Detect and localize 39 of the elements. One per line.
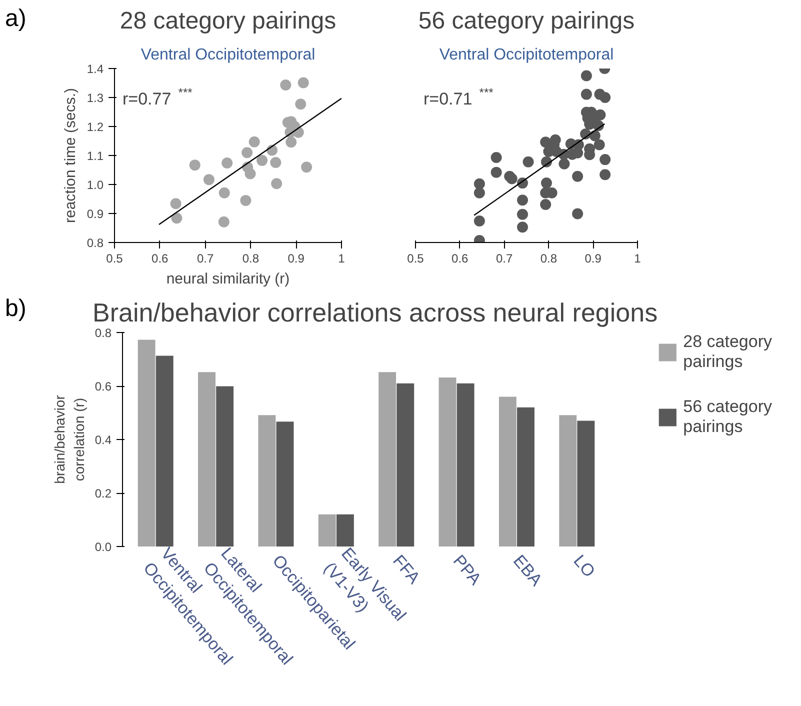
legend-label: 28 category pairings — [683, 332, 772, 372]
y-tick-label: 0.8 — [86, 236, 104, 250]
x-tick-label: 0.5 — [106, 252, 124, 266]
x-tick-label: 1 — [338, 252, 346, 266]
y-axis-title: brain/behavior correlation (r) — [52, 394, 87, 484]
x-tick-label: 0.7 — [196, 252, 214, 266]
chart-subtitle: Ventral Occipitotemporal — [439, 46, 614, 64]
y-tick-label: 0.0 — [94, 540, 112, 554]
y-tick-label: 1.2 — [86, 120, 104, 134]
x-tick-label: LO — [570, 551, 599, 581]
y-tick-label: 0.6 — [94, 380, 112, 394]
text: a) — [5, 4, 26, 34]
x-axis-title: neural similarity (r) — [166, 270, 290, 288]
x-tick-label: 0.6 — [452, 252, 469, 266]
x-tick-label: 0.5 — [407, 252, 424, 266]
annotation: r=0.77*** — [122, 86, 193, 108]
y-tick-label: 0.8 — [94, 326, 112, 340]
text: b) — [5, 294, 26, 324]
x-tick-label: 0.9 — [584, 252, 602, 266]
chart-title: 56 category pairings — [418, 8, 635, 34]
y-tick-label: 1.0 — [86, 178, 104, 192]
y-axis-title: reaction time (secs.) — [62, 88, 79, 224]
y-tick-label: 1.3 — [86, 91, 104, 105]
x-tick-label: 0.9 — [288, 252, 305, 266]
y-tick-label: 1.1 — [86, 149, 104, 163]
y-tick-label: 0.4 — [94, 433, 112, 447]
chart-title: Brain/behavior correlations across neural regions — [92, 298, 658, 328]
x-tick-label: 0.8 — [540, 252, 558, 266]
chart-title: 28 category pairings — [120, 8, 336, 34]
x-tick-label: 0.8 — [242, 252, 260, 266]
chart-subtitle: Ventral Occipitotemporal — [140, 46, 316, 64]
legend-label: 56 category pairings — [683, 397, 772, 437]
annotation: r=0.71*** — [424, 86, 494, 108]
x-tick-label: 0.6 — [152, 252, 169, 266]
y-tick-label: 0.2 — [94, 486, 112, 500]
y-tick-label: 0.9 — [86, 207, 104, 221]
x-tick-label: 0.7 — [496, 252, 513, 266]
x-tick-label: 1 — [634, 252, 642, 266]
y-tick-label: 1.4 — [86, 62, 104, 76]
